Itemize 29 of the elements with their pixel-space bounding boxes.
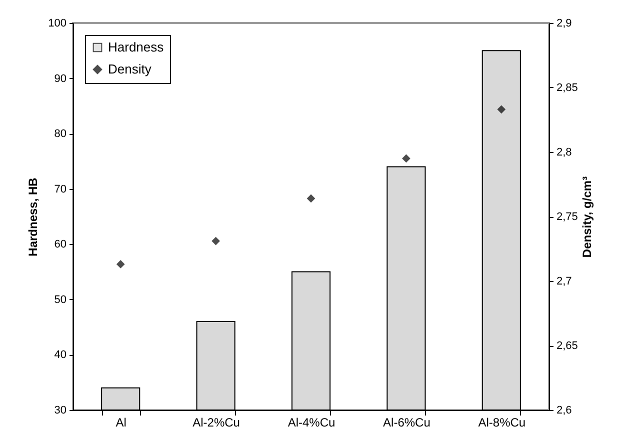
legend-label: Density: [108, 62, 152, 76]
y2-tick-label: 2,85: [556, 82, 578, 94]
x-tick-label: Al-8%Cu: [478, 416, 526, 430]
y2-tick-label: 2,6: [556, 404, 572, 416]
y-tick-label: 60: [54, 238, 66, 251]
y2-tick-label: 2,75: [556, 211, 578, 223]
y2-tick-label: 2,7: [556, 276, 572, 288]
y2-axis-title: Density, g/cm³: [580, 176, 594, 258]
legend-label: Hardness: [108, 40, 164, 54]
y-tick-label: 100: [48, 18, 66, 30]
y-tick-label: 80: [54, 128, 66, 140]
y-tick-label: 40: [54, 349, 66, 362]
point: [306, 194, 316, 203]
y2-tick-label: 2,65: [556, 340, 578, 352]
x-tick-label: Al-2%Cu: [192, 416, 240, 430]
y-tick-label: 50: [54, 294, 66, 306]
x-tick-label: Al-4%Cu: [288, 416, 336, 430]
x-tick-label: Al: [116, 416, 126, 430]
point: [497, 105, 506, 114]
y-tick-label: 30: [54, 404, 66, 416]
y2-tick-label: 2,9: [556, 18, 572, 30]
y-tick-label: 90: [54, 72, 66, 85]
y-axis-title: Hardness, HB: [26, 177, 40, 256]
y-tick-label: 70: [54, 183, 66, 196]
x-tick-label: Al-6%Cu: [383, 416, 430, 430]
point: [116, 260, 125, 268]
point: [402, 154, 410, 163]
point: [212, 236, 220, 246]
y2-tick-label: 2,8: [556, 146, 572, 158]
